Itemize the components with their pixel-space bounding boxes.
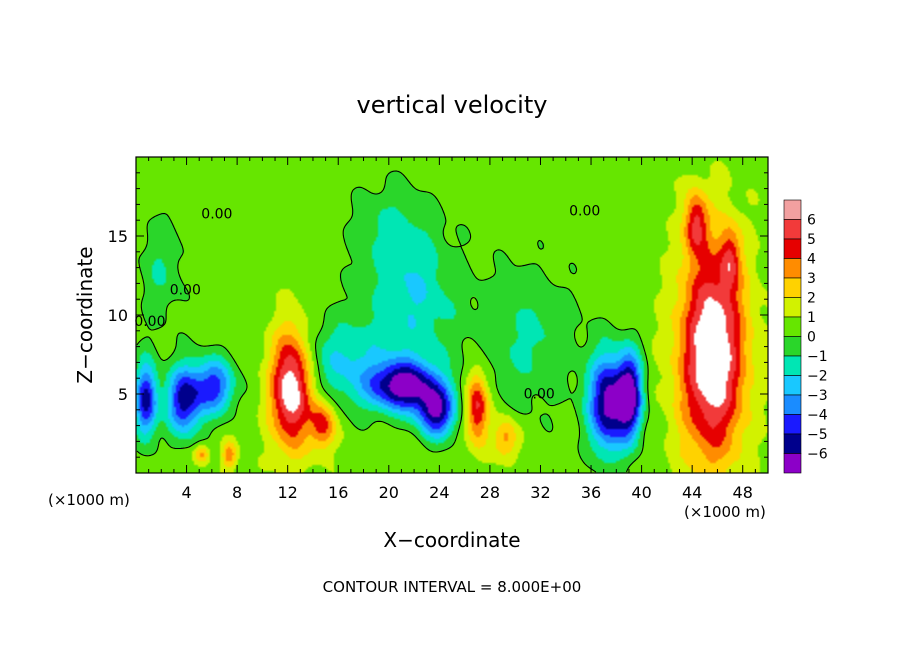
- contour-label: 0.00: [170, 282, 201, 298]
- colorbar-label: 6: [807, 213, 816, 229]
- x-units-left: (×1000 m): [48, 491, 130, 509]
- chart-title: vertical velocity: [357, 91, 548, 119]
- colorbar-label: 3: [807, 271, 816, 287]
- colorbar-swatch: [783, 355, 802, 376]
- heatmap-field: [136, 157, 768, 473]
- colorbar-label: −3: [807, 388, 828, 404]
- x-axis: 4 8 12 16 20 24 28 32 36 40 44 48: [148, 157, 756, 502]
- x-tick-label: 40: [631, 483, 651, 502]
- contour-label: 0.00: [524, 387, 555, 403]
- x-axis-label: X−coordinate: [383, 528, 520, 552]
- colorbar-swatch: [783, 414, 802, 435]
- colorbar-swatch: [783, 394, 802, 415]
- y-axis: 5 10 15: [108, 172, 768, 458]
- colorbar-swatch: [783, 238, 802, 259]
- x-tick-label: 16: [328, 483, 348, 502]
- colorbar-swatch: [783, 199, 802, 220]
- contour-label: 0.00: [569, 203, 600, 219]
- x-tick-label: 48: [733, 483, 753, 502]
- colorbar-label: 1: [807, 310, 816, 326]
- x-units-right: (×1000 m): [684, 503, 766, 521]
- x-tick-label: 8: [232, 483, 242, 502]
- colorbar-label: 0: [807, 330, 816, 346]
- y-axis-label: Z−coordinate: [73, 246, 97, 383]
- y-tick-label: 15: [108, 227, 128, 246]
- y-tick-label: 5: [118, 385, 128, 404]
- colorbar-swatch: [783, 453, 802, 474]
- zero-contour-line: [136, 170, 650, 473]
- colorbar-swatch: [783, 316, 802, 337]
- y-tick-label: 10: [108, 306, 128, 325]
- colorbar-swatch: [783, 433, 802, 454]
- x-tick-label: 28: [480, 483, 500, 502]
- x-tick-label: 36: [581, 483, 601, 502]
- colorbar-label: 2: [807, 291, 816, 307]
- colorbar-swatch: [783, 258, 802, 279]
- zero-contours: [136, 170, 650, 473]
- colorbar-swatch: [783, 375, 802, 396]
- colorbar-label: −2: [807, 369, 828, 385]
- colorbar-swatch: [783, 277, 802, 298]
- colorbar-label: −6: [807, 447, 828, 463]
- contour-labels: 0.00 0.00 0.00 0.00 0.00: [134, 203, 600, 402]
- colorbar-swatch: [783, 219, 802, 240]
- colorbar-label: 5: [807, 232, 816, 248]
- colorbar: 6 5 4 3 2 1 0 −1 −2 −3 −4 −5 −6: [783, 199, 828, 474]
- colorbar-swatch: [783, 336, 802, 357]
- plot-area: 0.000.000.000.000.00 4 8 12 16 20 24 28 32 36 40 4…: [108, 156, 769, 502]
- x-tick-label: 12: [278, 483, 298, 502]
- colorbar-label: 4: [807, 252, 816, 268]
- colorbar-swatch: [783, 297, 802, 318]
- x-tick-label: 24: [429, 483, 449, 502]
- x-tick-label: 20: [379, 483, 399, 502]
- contour-label: 0.00: [201, 207, 232, 223]
- colorbar-label: −5: [807, 427, 828, 443]
- x-tick-label: 44: [682, 483, 702, 502]
- colorbar-label: −4: [807, 408, 828, 424]
- x-tick-label: 32: [530, 483, 550, 502]
- colorbar-label: −1: [807, 349, 828, 365]
- x-tick-label: 4: [181, 483, 191, 502]
- contour-interval-note: CONTOUR INTERVAL = 8.000E+00: [323, 578, 582, 596]
- contour-label: 0.00: [134, 314, 165, 330]
